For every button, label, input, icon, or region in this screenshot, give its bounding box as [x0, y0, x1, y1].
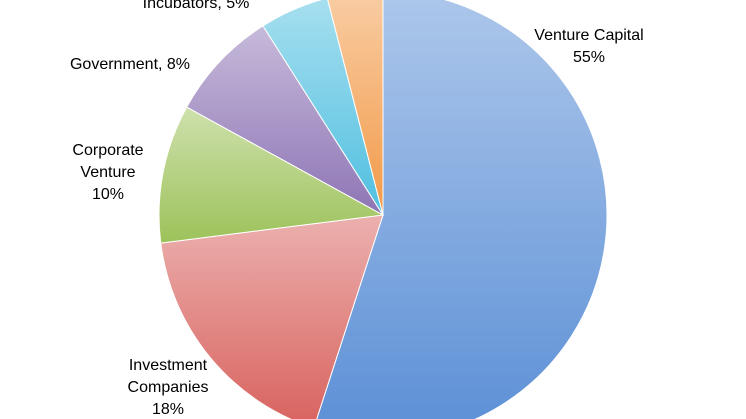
label-name: Investment [129, 357, 208, 374]
label-name: Incubators [143, 0, 218, 12]
pie-slice [160, 214, 384, 419]
label-line: 18% [152, 401, 184, 418]
label-separator: , [217, 0, 226, 12]
label-name: Venture [80, 164, 135, 181]
label-line: 10% [92, 186, 124, 203]
slice-label: Government, 8% [70, 56, 190, 73]
slice-label: Corporate Venture 10% [72, 142, 143, 203]
label-value: 8% [167, 56, 190, 73]
label-line: Venture Capital [534, 27, 643, 44]
pie-slice [316, 0, 608, 419]
pie-slice [262, 0, 384, 216]
label-separator: , [158, 56, 167, 73]
label-name: Companies [128, 379, 209, 396]
label-name: Government [70, 56, 159, 73]
slice-label: Venture Capital 55% [534, 27, 643, 66]
slice-label: Investment Companies 18% [128, 357, 209, 418]
pie-slice [186, 25, 384, 216]
label-line: 55% [573, 49, 605, 66]
pie-slice [327, 0, 384, 216]
pie-slice [158, 106, 385, 244]
slice-label: Incubators, 5% [143, 0, 250, 12]
label-name: Corporate [72, 142, 143, 159]
label-value: 5% [226, 0, 249, 12]
